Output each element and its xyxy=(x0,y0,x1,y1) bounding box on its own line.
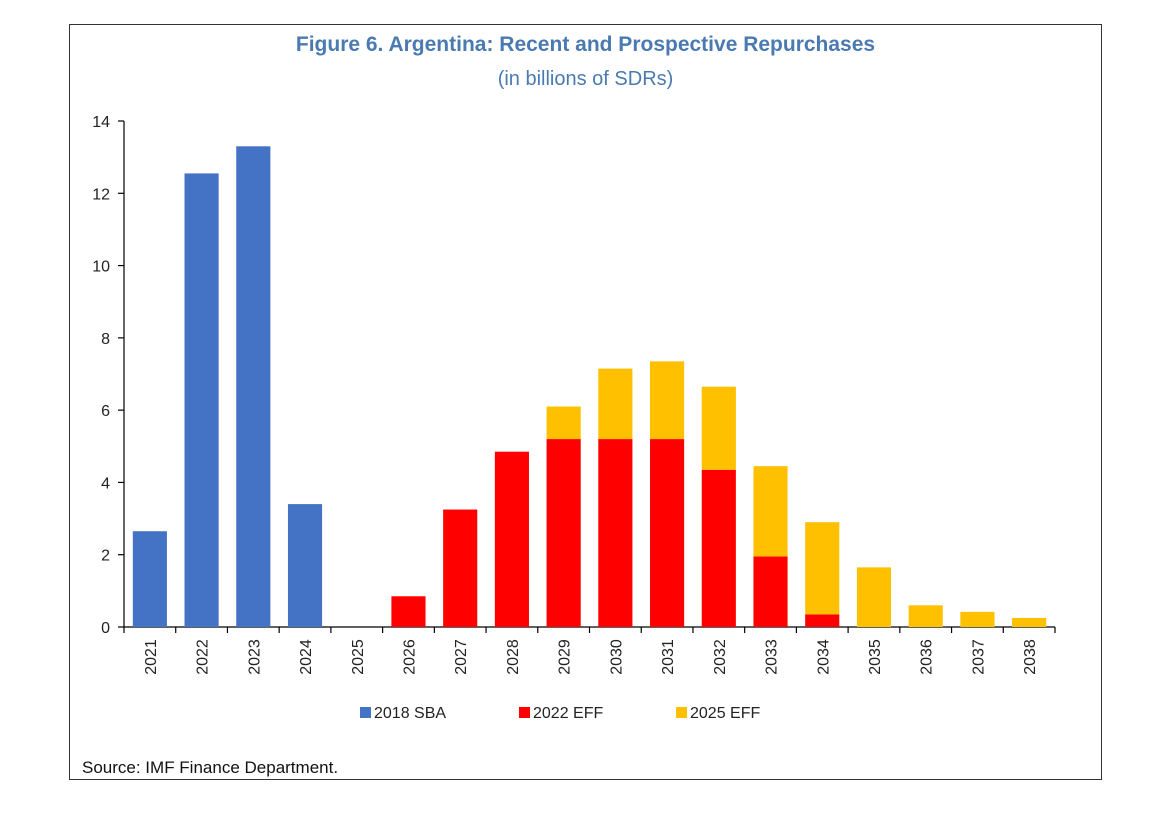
legend-swatch xyxy=(519,707,530,718)
legend-label: 2018 SBA xyxy=(374,705,446,722)
x-tick-label: 2032 xyxy=(712,639,729,675)
x-tick-label: 2036 xyxy=(919,639,936,675)
y-tick-label: 0 xyxy=(101,620,110,637)
x-tick-label: 2025 xyxy=(350,639,367,675)
bar-segment xyxy=(391,596,426,627)
bar-segment xyxy=(598,439,633,627)
bar-segment xyxy=(132,531,167,627)
y-tick-label: 10 xyxy=(92,259,110,276)
legend-swatch xyxy=(360,707,371,718)
legend: 2018 SBA 2022 EFF 2025 EFF xyxy=(360,705,760,722)
bar-segment xyxy=(960,611,995,627)
y-tick-label: 6 xyxy=(101,403,110,420)
bar-segment xyxy=(494,451,529,627)
y-tick-label: 4 xyxy=(101,475,110,492)
y-tick-label: 2 xyxy=(101,548,110,565)
x-tick-label: 2031 xyxy=(660,639,677,675)
x-tick-label: 2024 xyxy=(298,639,315,675)
x-tick-label: 2030 xyxy=(608,639,625,675)
y-axis: 0 2 4 6 8 10 12 14 xyxy=(92,114,125,637)
bar-segment xyxy=(1012,617,1047,627)
legend-label: 2022 EFF xyxy=(533,705,603,722)
x-tick-label: 2034 xyxy=(815,639,832,675)
bar-segment xyxy=(805,614,840,627)
x-tick-label: 2028 xyxy=(505,639,522,675)
bar-segment xyxy=(546,406,581,440)
x-tick-label: 2023 xyxy=(246,639,263,675)
bar-segment xyxy=(184,173,219,627)
x-tick-label: 2029 xyxy=(557,639,574,675)
bar-segment xyxy=(546,439,581,627)
bar-segment xyxy=(443,509,478,627)
bar-segment xyxy=(287,504,323,627)
bar-segment xyxy=(236,146,271,628)
source-note: Source: IMF Finance Department. xyxy=(82,758,339,777)
bar-segment xyxy=(650,439,685,627)
bar-segment xyxy=(598,368,633,440)
bar-segment xyxy=(908,605,943,627)
bar-segment xyxy=(805,522,840,615)
x-tick-label: 2021 xyxy=(143,639,160,675)
x-tick-label: 2038 xyxy=(1022,639,1039,675)
bar-segment xyxy=(701,469,736,627)
y-tick-label: 8 xyxy=(101,331,110,348)
x-tick-label: 2035 xyxy=(867,639,884,675)
bar-segment xyxy=(701,386,736,470)
x-tick-label: 2033 xyxy=(764,639,781,675)
x-tick-label: 2026 xyxy=(401,639,418,675)
bar-segment xyxy=(650,361,685,440)
x-tick-label: 2027 xyxy=(453,639,470,675)
bar-segment xyxy=(856,567,892,627)
bars xyxy=(132,146,1047,628)
chart-title: Figure 6. Argentina: Recent and Prospect… xyxy=(295,33,876,56)
x-tick-label: 2022 xyxy=(195,639,212,675)
x-tick-label: 2037 xyxy=(970,639,987,675)
chart-subtitle: (in billions of SDRs) xyxy=(497,68,674,90)
y-tick-label: 14 xyxy=(92,114,110,131)
bar-segment xyxy=(753,466,788,557)
legend-swatch xyxy=(676,707,687,718)
legend-label: 2025 EFF xyxy=(690,705,760,722)
bar-segment xyxy=(753,556,788,627)
y-tick-label: 12 xyxy=(92,186,110,203)
x-axis: 2021 2022 2023 2024 2025 2026 2027 2028 2029 2030… xyxy=(123,626,1056,675)
